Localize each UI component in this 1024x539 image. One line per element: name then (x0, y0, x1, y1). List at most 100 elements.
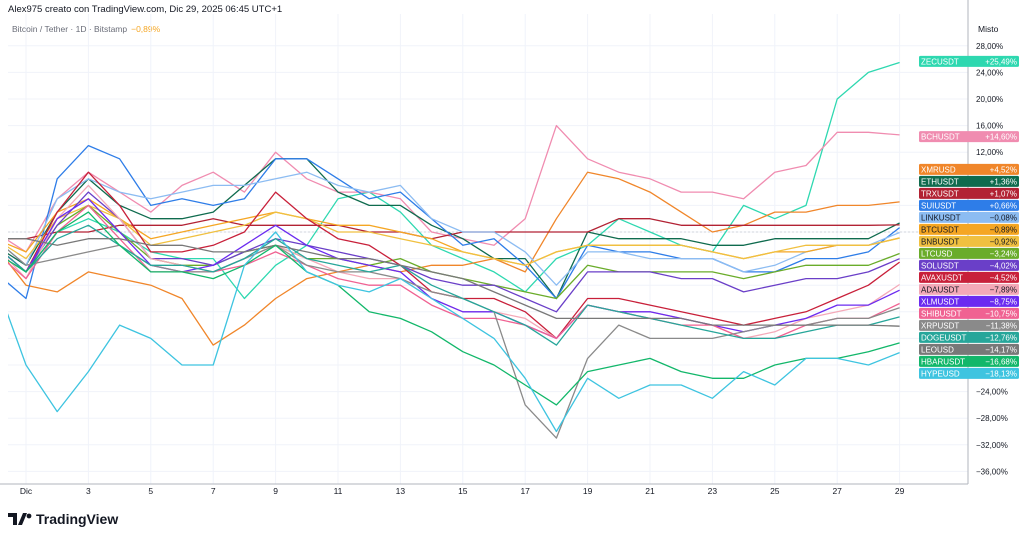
badge-background (919, 131, 1019, 143)
badge-value: +25,49% (985, 57, 1017, 66)
badge-symbol: XMRUSD (921, 165, 956, 174)
x-tick-label: 19 (583, 486, 593, 496)
x-tick-label: Dic (20, 486, 33, 496)
badge-background (919, 283, 1019, 295)
badge-background (919, 55, 1019, 67)
x-tick-label: 25 (770, 486, 780, 496)
badge-symbol: HYPEUSD (921, 369, 960, 378)
badge-value: +1,07% (990, 189, 1017, 198)
badge-symbol: LEOUSD (921, 345, 954, 354)
x-tick-label: 29 (895, 486, 905, 496)
series-badge-ltcusd: LTCUSD −3,24% (919, 247, 1019, 259)
series-line-solusdt (8, 191, 900, 313)
logo-text: TradingView (36, 511, 119, 527)
badge-symbol: TRXUSDT (921, 189, 959, 198)
x-tick-label: 21 (645, 486, 655, 496)
series-badge-suiusdt: SUIUSDT +0,66% (919, 199, 1019, 211)
badge-symbol: AVAXUSDT (921, 273, 963, 282)
badge-background (919, 355, 1019, 367)
badge-background (919, 235, 1019, 247)
series-badge-trxusdt: TRXUSDT +1,07% (919, 187, 1019, 199)
series-line-adausdt (8, 184, 900, 340)
series-line-xmrusd (8, 171, 900, 346)
series-line-xlmusdt (8, 198, 900, 340)
badge-background (919, 211, 1019, 223)
series-badge-xlmusdt: XLMUSDT −8,75% (919, 295, 1019, 307)
badge-background (919, 187, 1019, 199)
badge-value: −12,76% (985, 333, 1017, 342)
badge-value: +0,66% (990, 201, 1017, 210)
badge-background (919, 175, 1019, 187)
badge-value: −11,38% (986, 321, 1017, 330)
badge-symbol: LINKUSDT (921, 213, 961, 222)
badge-symbol: HBARUSDT (921, 357, 965, 366)
series-line-trxusdt (8, 218, 900, 240)
series-badge-linkusdt: LINKUSDT −0,08% (919, 211, 1019, 223)
badge-value: −14,17% (985, 345, 1017, 354)
badge-symbol: SHIBUSDT (921, 309, 962, 318)
badge-background (919, 271, 1019, 283)
series-line-dogeusdt (8, 224, 900, 346)
badge-value: +1,36% (990, 177, 1017, 186)
badge-value: +14,60% (985, 133, 1017, 142)
series-badge-hbarusdt: HBARUSDT −16,68% (919, 355, 1019, 367)
series-badge-ethusdt: ETHUSDT +1,36% (919, 175, 1019, 187)
y-tick-label: −32,00% (976, 441, 1008, 450)
chart-author-header: Alex975 creato con TradingView.com, Dic … (8, 4, 283, 15)
tradingview-logo-icon (8, 513, 32, 525)
badge-symbol: ZECUSDT (921, 57, 959, 66)
badge-value: −7,89% (990, 285, 1017, 294)
badge-background (919, 343, 1019, 355)
badge-background (919, 307, 1019, 319)
badge-symbol: SUIUSDT (921, 201, 956, 210)
badge-symbol: LTCUSD (921, 249, 953, 258)
badge-symbol: XRPUSDT (921, 321, 959, 330)
badge-value: −3,24% (990, 249, 1017, 258)
series-line-hbarusdt (8, 211, 900, 406)
badge-symbol: BCHUSDT (921, 133, 960, 142)
scale-mode-label[interactable]: Misto (978, 24, 999, 34)
badge-value: −10,75% (985, 309, 1017, 318)
y-tick-label: 24,00% (976, 68, 1003, 77)
x-tick-label: 7 (211, 486, 216, 496)
x-tick-label: 9 (273, 486, 278, 496)
badge-value: −0,08% (990, 213, 1017, 222)
series-line-ltcusd (8, 204, 900, 300)
y-tick-label: −28,00% (976, 414, 1008, 423)
badge-background (919, 331, 1019, 343)
x-tick-label: 27 (832, 486, 842, 496)
x-tick-label: 17 (520, 486, 530, 496)
symbol-change: −0,89% (131, 24, 161, 34)
series-badge-bnbusdt: BNBUSDT −0,92% (919, 235, 1019, 247)
badge-value: −0,89% (990, 225, 1017, 234)
series-group (8, 61, 900, 439)
series-line-linkusdt (8, 171, 900, 286)
badge-background (919, 223, 1019, 235)
y-tick-label: 20,00% (976, 95, 1003, 104)
badge-background (919, 247, 1019, 259)
y-tick-label: −36,00% (976, 467, 1008, 476)
series-line-hypeusd (8, 231, 900, 433)
symbol-legend[interactable]: Bitcoin / Tether · 1D · Bitstamp −0,89% (12, 24, 160, 34)
series-badge-avaxusdt: AVAXUSDT −4,52% (919, 271, 1019, 283)
badge-value: −8,75% (990, 297, 1017, 306)
y-tick-label: −24,00% (976, 388, 1008, 397)
badge-symbol: BTCUSDT (921, 225, 959, 234)
badge-background (919, 295, 1019, 307)
x-tick-label: 23 (708, 486, 718, 496)
x-tick-label: 5 (148, 486, 153, 496)
badge-value: −16,68% (985, 357, 1017, 366)
badge-symbol: XLMUSDT (921, 297, 959, 306)
x-tick-label: 11 (334, 486, 343, 496)
badge-background (919, 199, 1019, 211)
series-line-zecusdt (8, 61, 900, 300)
series-badge-zecusdt: ZECUSDT +25,49% (919, 55, 1019, 67)
series-badge-hypeusd: HYPEUSD −18,13% (919, 367, 1019, 379)
series-line-leousd (8, 238, 900, 327)
series-badge-xrpusdt: XRPUSDT −11,38% (919, 319, 1019, 331)
series-badge-xmrusd: XMRUSD +4,52% (919, 163, 1019, 175)
badge-background (919, 259, 1019, 271)
tradingview-logo[interactable]: TradingView (8, 511, 118, 527)
series-badge-btcusdt: BTCUSDT −0,89% (919, 223, 1019, 235)
